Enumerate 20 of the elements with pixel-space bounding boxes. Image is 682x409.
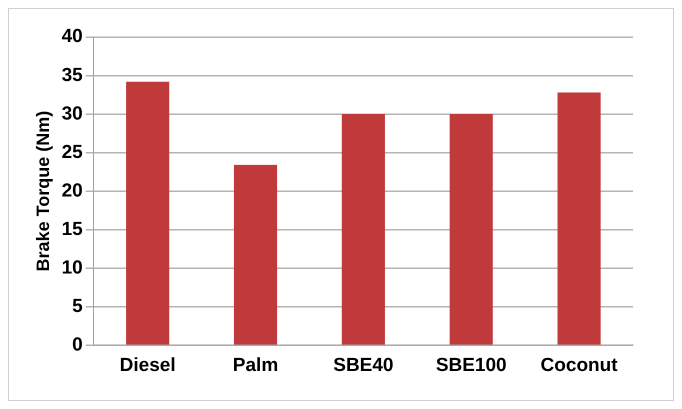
- y-axis-title: Brake Torque (Nm): [32, 110, 53, 272]
- y-tick-label: 30: [62, 103, 83, 124]
- y-tick-label: 25: [62, 142, 84, 163]
- bar: [558, 92, 601, 344]
- x-tick-label: SBE40: [333, 354, 394, 376]
- x-tick-label: Palm: [232, 354, 278, 376]
- y-tick-label: 35: [62, 64, 84, 86]
- y-tick-label: 10: [62, 257, 83, 278]
- bar: [234, 164, 278, 344]
- bar: [342, 114, 385, 344]
- x-tick-label: Diesel: [120, 354, 176, 376]
- x-tick-label: Coconut: [540, 354, 618, 376]
- bar: [126, 82, 170, 344]
- y-tick-label: 20: [62, 180, 83, 202]
- y-tick-label: 15: [62, 218, 84, 240]
- x-tick-label: SBE100: [436, 354, 507, 376]
- y-tick-label: 0: [72, 334, 83, 356]
- y-tick-label: 40: [62, 26, 83, 48]
- y-tick-label: 5: [72, 296, 84, 317]
- bar: [450, 114, 493, 344]
